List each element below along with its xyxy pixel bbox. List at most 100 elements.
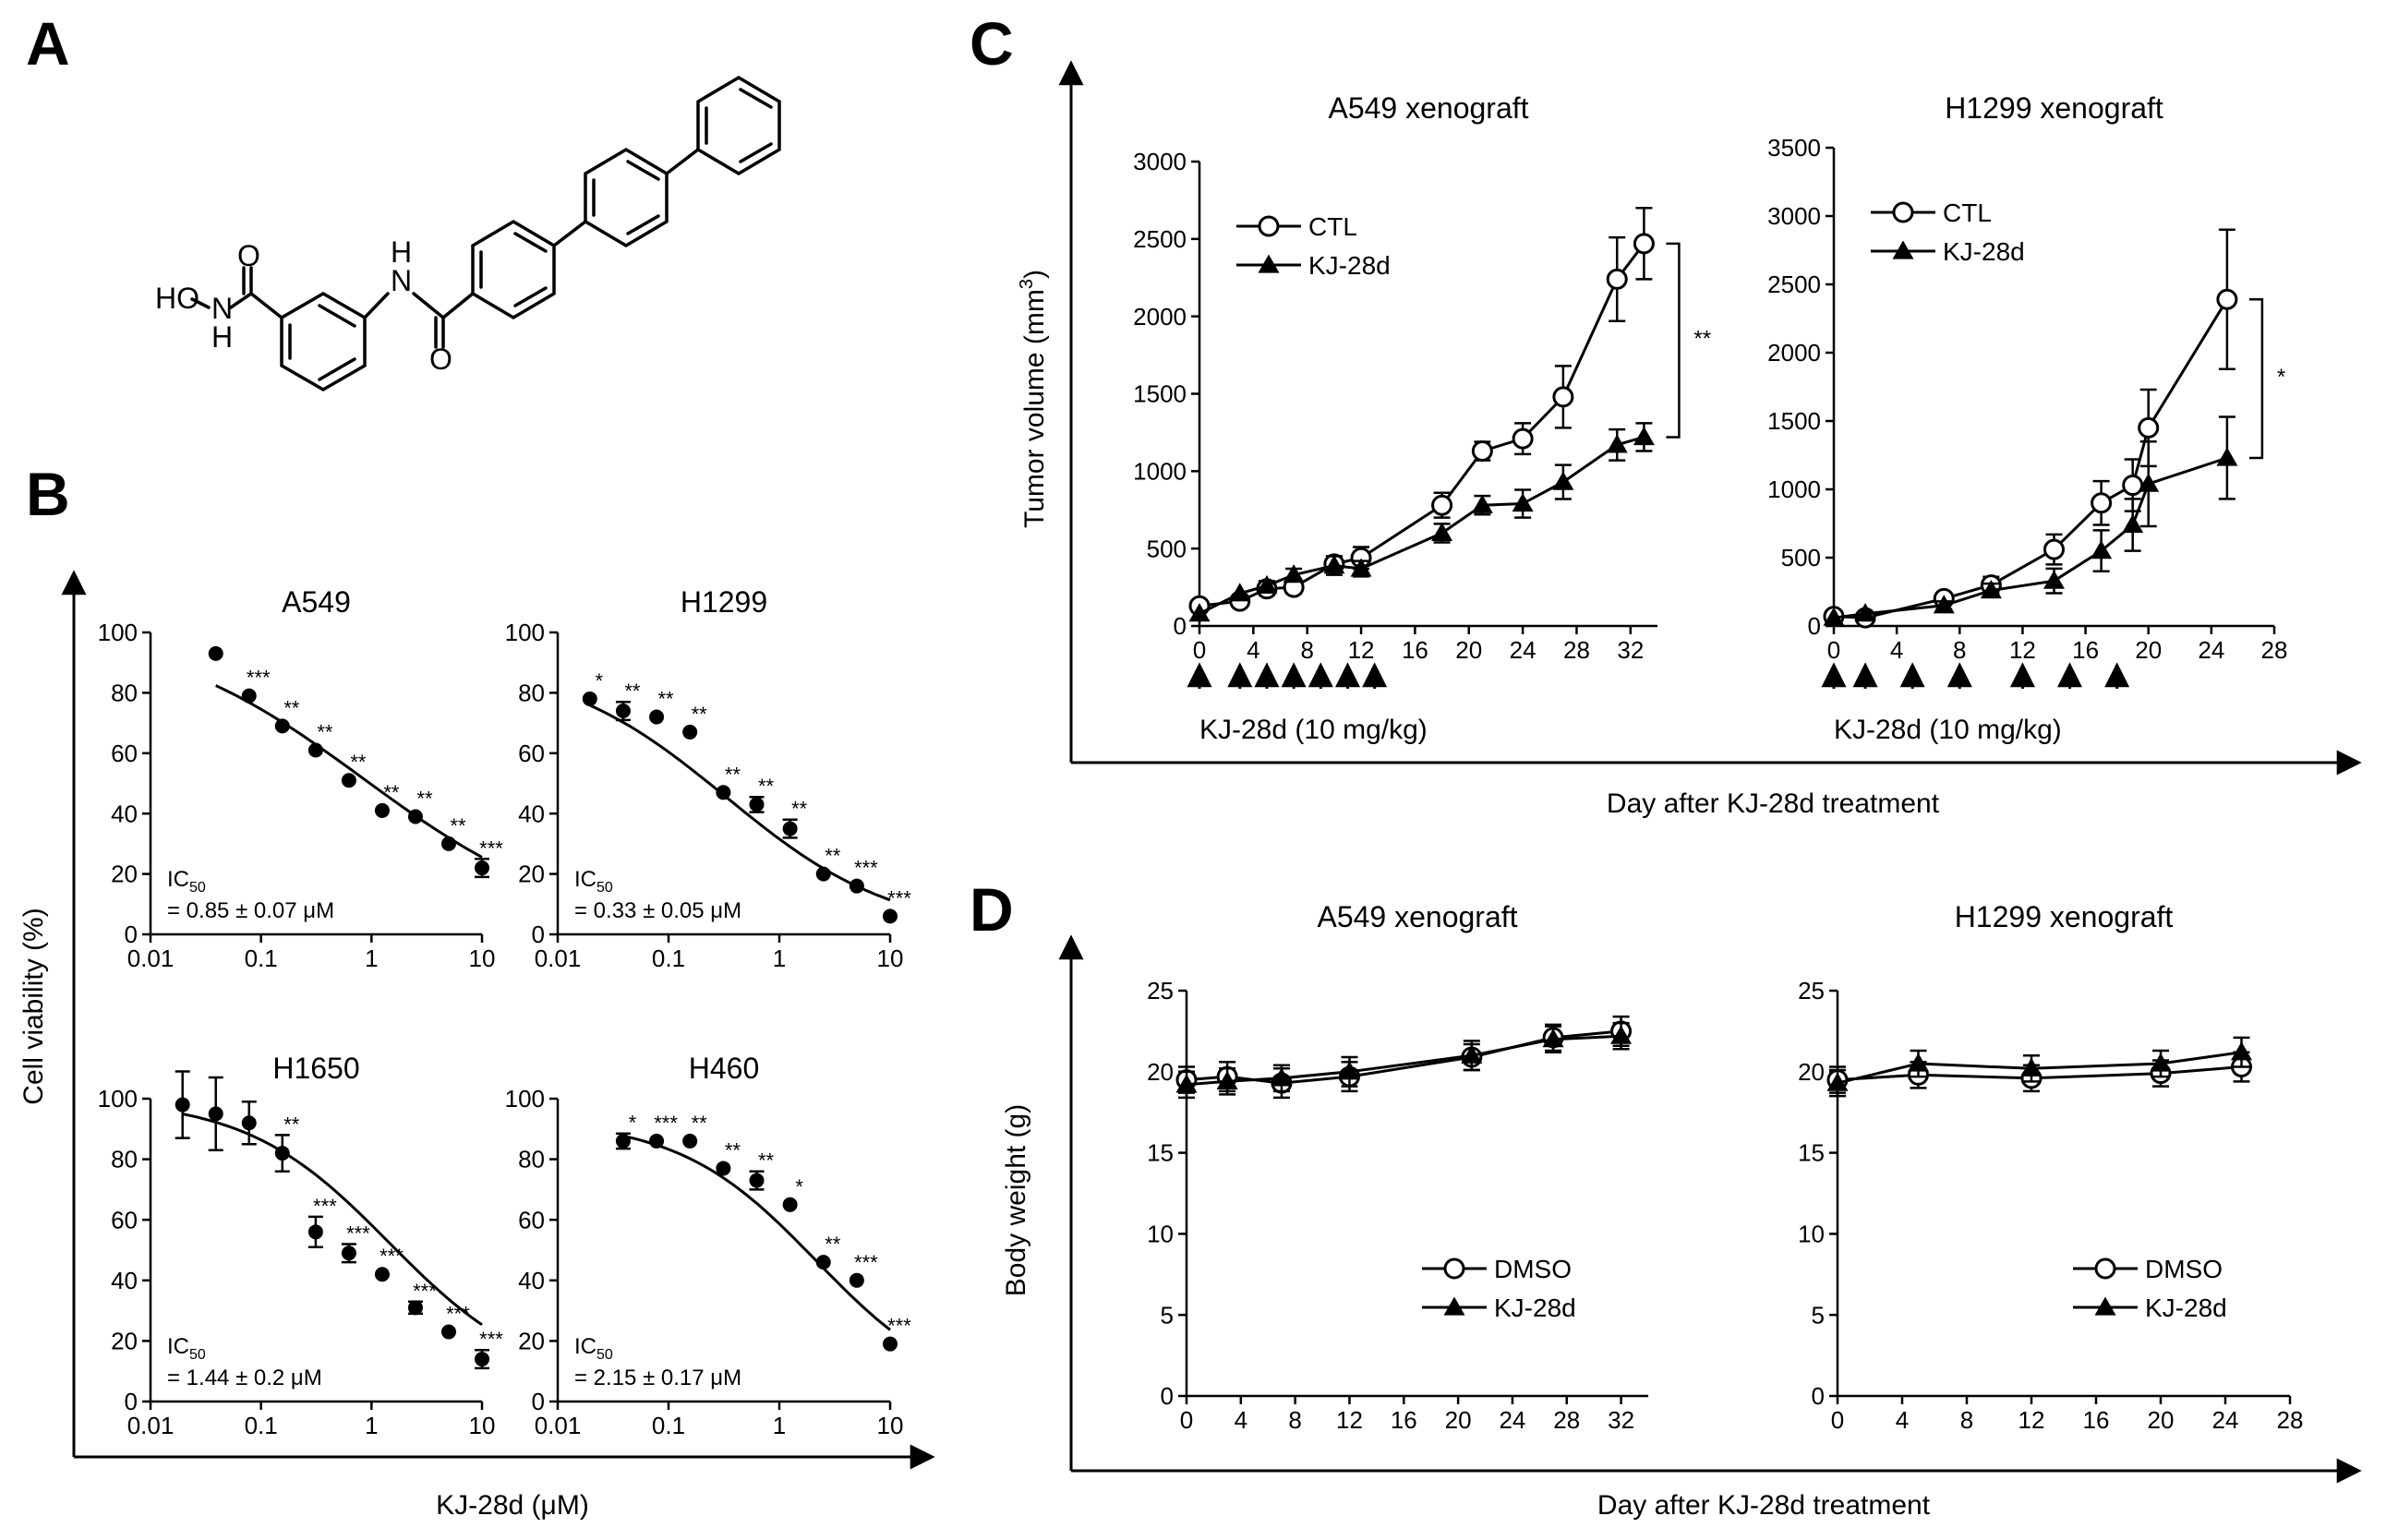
y-tick-label: 2500: [1767, 271, 1821, 298]
body-weight-h1299: 0 4 8 12 16 20 24 28 0 5 10 15 20 25 H1299 xenograft DM…: [1798, 900, 2303, 1434]
data-point-filled-triangle: [1823, 607, 1845, 626]
x-tick-label: 0.01: [127, 944, 175, 972]
y-tick-label: 60: [518, 1206, 545, 1233]
y-tick-label: 60: [518, 740, 545, 767]
data-point-filled-triangle: [1606, 434, 1628, 453]
y-tick-label: 0: [125, 1388, 138, 1415]
ic50-label-ic: IC: [574, 867, 596, 892]
x-tick-label: 28: [1553, 1406, 1580, 1434]
x-tick-label: 12: [1336, 1406, 1363, 1434]
significance-mark: **: [416, 787, 433, 810]
data-point-open-circle: [1892, 201, 1914, 223]
x-tick-label: 0: [1180, 1406, 1193, 1434]
series-kj-28d: [1175, 1021, 1633, 1100]
x-tick-label: 4: [1890, 636, 1903, 664]
x-tick-label: 10: [469, 944, 496, 972]
significance-mark: **: [692, 1112, 708, 1135]
significance-mark: **: [725, 763, 741, 786]
x-tick-label: 12: [2009, 636, 2036, 664]
treatment-label: KJ-28d (10 mg/kg): [1199, 715, 1428, 745]
chart-title: H1299 xenograft: [1955, 900, 2174, 933]
x-tick-label: 24: [2198, 636, 2224, 664]
x-tick-label: 1: [773, 944, 786, 972]
data-point: [208, 1106, 223, 1122]
y-tick-label: 3000: [1133, 148, 1187, 175]
x-tick-label: 0.1: [245, 944, 278, 972]
data-point-filled-triangle: [1323, 555, 1345, 574]
bond-n1-o: [190, 297, 211, 309]
significance-bracket: [2248, 298, 2264, 460]
chart-title: A549: [282, 585, 351, 619]
data-point-filled-triangle: [1892, 240, 1914, 259]
data-point: [341, 1245, 356, 1261]
data-point: [374, 1267, 390, 1282]
data-point-open-circle: [2091, 492, 2113, 514]
ring-4-double-bonds: [705, 88, 773, 163]
data-point-filled-triangle: [2094, 1296, 2116, 1316]
data-point-filled-triangle: [2043, 570, 2065, 589]
y-tick-label: 60: [111, 740, 138, 767]
significance-mark: **: [317, 721, 333, 744]
y-tick-label: 0: [532, 1388, 545, 1415]
data-point-open-circle: [2094, 1257, 2116, 1280]
y-tick-label: 100: [98, 619, 138, 646]
significance-mark: *: [2277, 365, 2285, 390]
data-point-filled-triangle: [1633, 426, 1655, 446]
data-point: [407, 1300, 423, 1316]
x-tick-label: 20: [1455, 636, 1482, 664]
x-tick-label: 20: [2148, 1406, 2175, 1434]
data-point-filled-triangle: [2150, 1053, 2172, 1072]
x-tick-label: 10: [469, 1412, 496, 1439]
chart-title: H460: [689, 1052, 760, 1085]
series-line: [1199, 242, 1645, 608]
data-point: [475, 860, 489, 876]
x-tick-label: 12: [1348, 636, 1375, 664]
y-tick-label: 25: [1798, 977, 1825, 1005]
chart-title: A549 xenograft: [1317, 900, 1517, 933]
chart-title: H1650: [272, 1052, 359, 1085]
x-tick-label: 4: [1896, 1406, 1909, 1434]
data-point: [274, 718, 290, 734]
data-point: [649, 1133, 665, 1149]
ic50-label: IC50: [167, 867, 206, 896]
data-point: [749, 1173, 765, 1188]
x-tick-label: 32: [1608, 1406, 1634, 1434]
bond-ring1-carbonyl: [249, 292, 283, 319]
x-tick-label: 20: [1445, 1406, 1472, 1434]
y-tick-label: 3500: [1767, 134, 1821, 162]
fit-curve: [182, 1113, 483, 1327]
significance-mark: **: [350, 751, 367, 774]
x-tick-label: 0.1: [652, 944, 685, 972]
y-tick-label: 2500: [1133, 225, 1187, 253]
significance-mark: **: [791, 798, 808, 821]
data-point-filled-triangle: [2091, 540, 2113, 559]
y-tick-label: 0: [532, 920, 545, 948]
ic50-label: IC50: [574, 1334, 613, 1363]
data-point: [849, 1272, 864, 1288]
bond-nh-carbonyl: [412, 292, 445, 319]
legend-label: KJ-28d: [1943, 237, 2025, 266]
y-tick-label: 80: [518, 1146, 545, 1173]
panel-c-ylabel-main: Tumor volume (mm: [1019, 289, 1050, 528]
y-tick-label: 15: [1147, 1139, 1174, 1167]
ic50-value: = 0.33 ± 0.05 μM: [574, 898, 741, 923]
x-tick-label: 8: [1288, 1406, 1301, 1434]
x-tick-label: 24: [1499, 1406, 1525, 1434]
data-point: [208, 645, 223, 661]
x-tick-label: 0.1: [245, 1412, 278, 1439]
y-tick-label: 5: [1812, 1301, 1825, 1329]
data-point: [716, 785, 731, 800]
significance-mark: **: [692, 703, 708, 726]
significance-mark: ***: [247, 667, 271, 690]
significance-mark: ***: [380, 1245, 404, 1268]
atom-h-hydroxamic: H: [211, 320, 233, 354]
x-tick-label: 8: [1960, 1406, 1973, 1434]
significance-mark: **: [758, 775, 775, 798]
x-tick-label: 10: [877, 944, 904, 972]
fit-curve: [215, 684, 483, 859]
atom-n-hydroxamic: N: [211, 292, 233, 325]
legend-label: KJ-28d: [1308, 251, 1391, 280]
data-point: [615, 704, 631, 719]
